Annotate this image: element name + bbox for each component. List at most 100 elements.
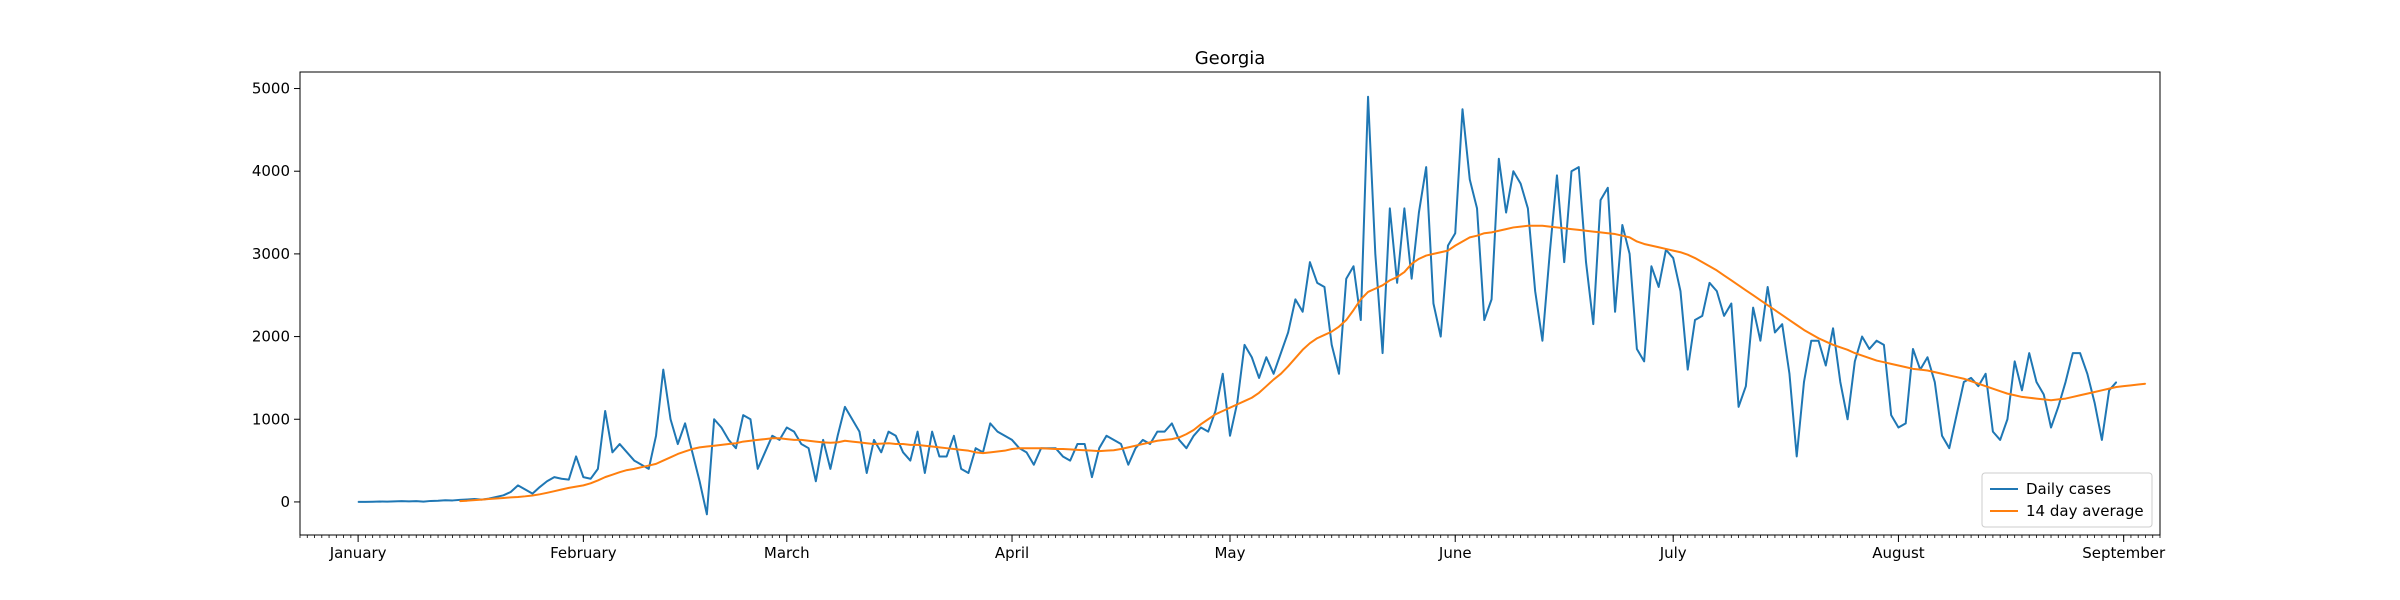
data-point-average	[1272, 378, 1275, 381]
x-tick-label: July	[1659, 544, 1687, 562]
data-point-daily	[1360, 319, 1362, 321]
data-point-average	[815, 440, 817, 443]
data-point-daily	[590, 478, 592, 480]
data-point-daily	[379, 500, 381, 503]
data-point-daily	[1941, 435, 1943, 437]
data-point-average	[1963, 378, 1965, 380]
data-point-average	[1752, 294, 1754, 296]
data-point-daily	[1469, 178, 1471, 181]
data-point-average	[1861, 354, 1863, 357]
data-point-average	[946, 447, 948, 449]
data-point-daily	[1549, 253, 1551, 255]
data-point-average	[1607, 232, 1609, 234]
data-point-average	[1033, 447, 1035, 449]
data-point-daily	[1621, 224, 1623, 226]
data-point-average	[1694, 257, 1696, 259]
data-point-average	[1614, 233, 1616, 235]
data-point-daily	[1955, 414, 1958, 416]
data-point-average	[728, 443, 730, 445]
data-point-daily	[1149, 443, 1151, 445]
data-point-daily	[1737, 406, 1740, 408]
data-point-daily	[1098, 447, 1100, 449]
data-point-daily	[996, 431, 999, 433]
data-point-daily	[1345, 278, 1347, 280]
data-point-average	[2035, 397, 2038, 400]
data-point-daily	[1781, 323, 1783, 325]
data-point-daily	[1534, 290, 1536, 292]
data-point-daily	[807, 447, 810, 449]
data-point-daily	[1854, 360, 1856, 362]
data-point-average	[1396, 276, 1398, 278]
data-point-daily	[575, 455, 577, 458]
series-line-daily	[358, 95, 2118, 516]
data-point-daily	[2014, 360, 2016, 362]
data-point-average	[1222, 410, 1224, 412]
data-point-daily	[931, 431, 933, 433]
data-point-average	[1883, 361, 1885, 363]
data-point-average	[1665, 248, 1667, 250]
data-point-daily	[1403, 207, 1405, 210]
data-point-average	[2086, 393, 2088, 395]
data-point-average	[481, 499, 483, 501]
data-point-daily	[1316, 282, 1318, 284]
data-point-average	[1890, 363, 1892, 365]
data-point-average	[1846, 349, 1849, 351]
data-point-average	[1251, 397, 1253, 399]
data-point-average	[1280, 373, 1282, 375]
data-point-daily	[1934, 381, 1936, 383]
data-point-daily	[1607, 187, 1609, 189]
data-point-daily	[1367, 96, 1369, 98]
data-point-daily	[2072, 352, 2074, 354]
data-point-average	[873, 443, 875, 445]
data-point-average	[764, 438, 766, 440]
data-point-daily	[1294, 298, 1296, 300]
data-point-daily	[1280, 352, 1282, 354]
data-point-daily	[1113, 439, 1115, 441]
data-point-daily	[1883, 344, 1885, 346]
data-point-daily	[1752, 307, 1754, 309]
data-point-daily	[764, 451, 766, 453]
data-point-daily	[430, 500, 432, 502]
data-point-average	[1970, 380, 1972, 382]
data-point-average	[2094, 391, 2096, 393]
data-point-daily	[1629, 253, 1631, 255]
data-point-daily	[1127, 464, 1129, 466]
data-point-daily	[1963, 381, 1965, 383]
data-point-average	[560, 488, 563, 491]
data-point-daily	[633, 459, 635, 462]
data-point-average	[1585, 230, 1587, 232]
data-point-daily	[1512, 170, 1514, 172]
data-point-daily	[1868, 348, 1870, 350]
data-point-daily	[1788, 373, 1791, 375]
data-point-average	[590, 482, 592, 484]
data-point-average	[1934, 371, 1936, 373]
data-point-daily	[1985, 373, 1987, 375]
data-point-average	[742, 440, 744, 443]
data-point-daily	[1258, 377, 1260, 379]
data-point-daily	[517, 484, 519, 486]
data-point-daily	[1483, 319, 1485, 321]
data-point-average	[1825, 340, 1827, 343]
data-point-average	[2144, 383, 2147, 385]
data-point-average	[916, 444, 919, 446]
data-point-daily	[1970, 377, 1972, 379]
data-point-average	[1461, 240, 1464, 243]
data-point-average	[938, 446, 940, 448]
data-point-average	[1454, 245, 1456, 247]
data-point-average	[1796, 324, 1798, 326]
data-point-daily	[2006, 418, 2009, 420]
data-point-daily	[1701, 315, 1703, 317]
data-point-average	[1912, 368, 1914, 370]
data-point-daily	[1948, 447, 1950, 449]
data-point-average	[1004, 450, 1006, 452]
data-point-average	[1578, 229, 1580, 231]
data-point-daily	[1134, 447, 1137, 449]
data-point-average	[1425, 254, 1427, 257]
data-point-average	[1185, 433, 1188, 435]
data-point-average	[1985, 385, 1987, 387]
data-point-average	[1723, 274, 1725, 276]
data-point-average	[2021, 396, 2023, 398]
data-point-daily	[800, 443, 802, 445]
data-point-average	[619, 471, 621, 473]
data-point-daily	[946, 455, 948, 458]
